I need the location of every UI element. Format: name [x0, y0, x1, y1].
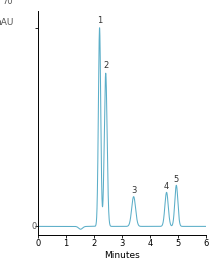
Text: 4: 4 — [164, 182, 169, 191]
Text: 5: 5 — [174, 175, 179, 184]
X-axis label: Minutes: Minutes — [104, 251, 140, 260]
Text: mAU: mAU — [0, 18, 13, 26]
Text: 0: 0 — [31, 222, 36, 231]
Text: 70: 70 — [2, 0, 13, 6]
Text: 1: 1 — [97, 16, 102, 25]
Text: 2: 2 — [103, 61, 108, 70]
Text: 3: 3 — [131, 186, 136, 195]
